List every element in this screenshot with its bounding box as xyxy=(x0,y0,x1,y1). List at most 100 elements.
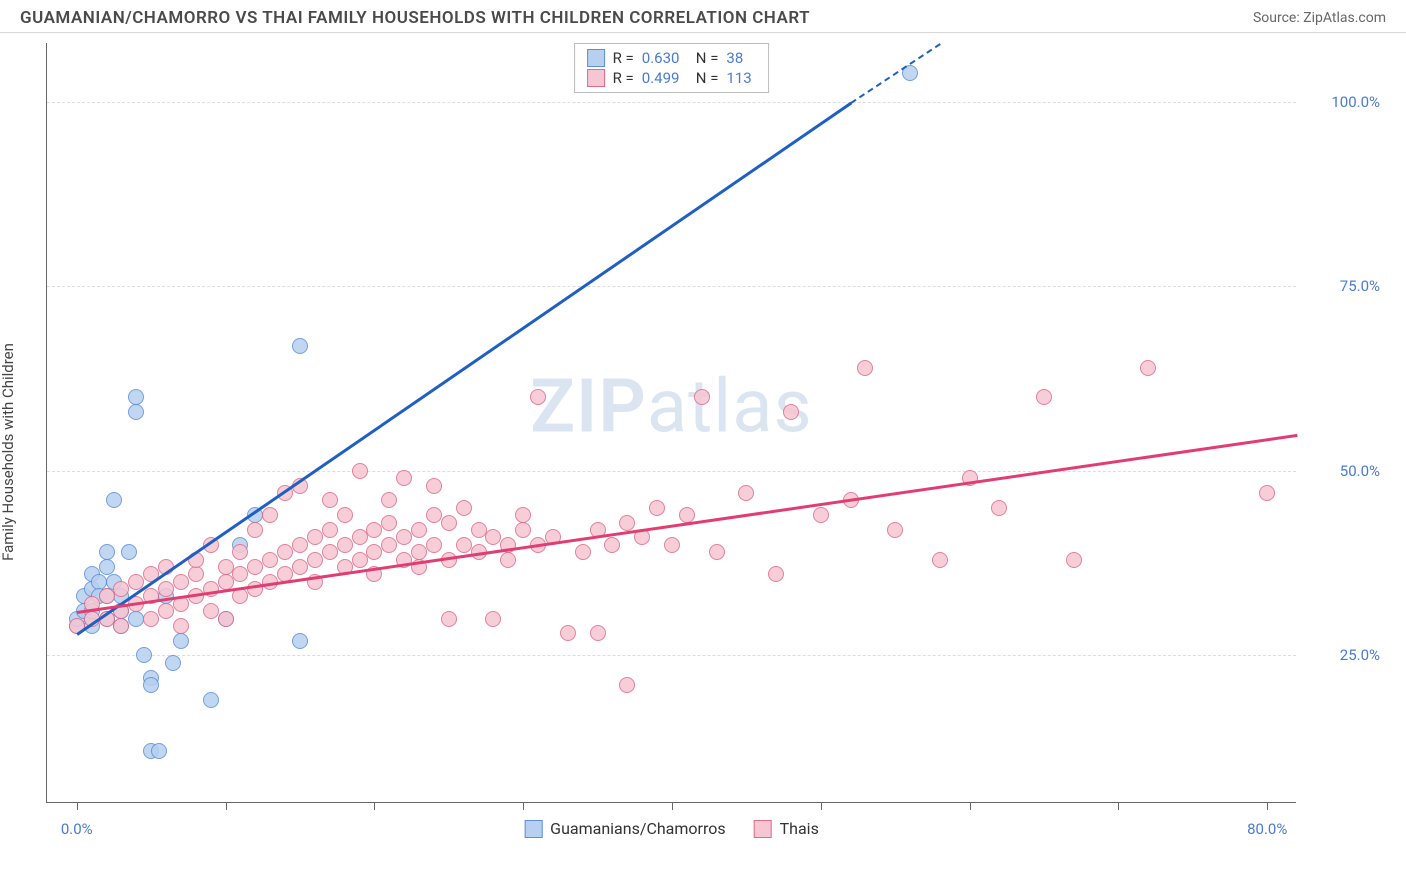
data-point xyxy=(173,574,189,590)
data-point xyxy=(441,515,457,531)
data-point xyxy=(1140,360,1156,376)
data-point xyxy=(619,677,635,693)
data-point xyxy=(173,633,189,649)
x-tick xyxy=(970,802,971,810)
data-point xyxy=(709,544,725,560)
data-point xyxy=(165,655,181,671)
data-point xyxy=(322,544,338,560)
data-point xyxy=(1036,389,1052,405)
data-point xyxy=(694,389,710,405)
data-point xyxy=(352,529,368,545)
data-point xyxy=(485,529,501,545)
watermark-bold: ZIP xyxy=(530,364,647,451)
legend-item: Thais xyxy=(754,819,819,838)
data-point xyxy=(128,389,144,405)
data-point xyxy=(128,404,144,420)
legend-swatch xyxy=(587,49,605,67)
trend-line-extrapolated xyxy=(850,43,940,104)
data-point xyxy=(158,581,174,597)
x-tick xyxy=(672,802,673,810)
data-point xyxy=(307,552,323,568)
data-point xyxy=(143,611,159,627)
data-point xyxy=(485,611,501,627)
data-point xyxy=(381,515,397,531)
y-tick-label: 75.0% xyxy=(1310,277,1380,295)
data-point xyxy=(136,647,152,663)
data-point xyxy=(560,625,576,641)
data-point xyxy=(396,470,412,486)
data-point xyxy=(232,544,248,560)
data-point xyxy=(783,404,799,420)
data-point xyxy=(128,611,144,627)
data-point xyxy=(247,559,263,575)
legend-swatch xyxy=(754,820,772,838)
data-point xyxy=(99,544,115,560)
legend-series-label: Thais xyxy=(780,819,819,838)
data-point xyxy=(218,611,234,627)
data-point xyxy=(232,566,248,582)
data-point xyxy=(381,537,397,553)
chart-title: GUAMANIAN/CHAMORRO VS THAI FAMILY HOUSEH… xyxy=(20,8,810,28)
legend-series-label: Guamanians/Chamorros xyxy=(550,819,725,838)
data-point xyxy=(262,552,278,568)
data-point xyxy=(322,492,338,508)
data-point xyxy=(262,507,278,523)
data-point xyxy=(113,618,129,634)
data-point xyxy=(218,559,234,575)
data-point xyxy=(158,603,174,619)
data-point xyxy=(396,529,412,545)
data-point xyxy=(738,485,754,501)
data-point xyxy=(173,618,189,634)
y-gridline xyxy=(47,286,1296,287)
data-point xyxy=(143,677,159,693)
x-tick xyxy=(77,802,78,810)
data-point xyxy=(121,544,137,560)
data-point xyxy=(99,559,115,575)
legend-item: Guamanians/Chamorros xyxy=(524,819,725,838)
x-tick xyxy=(1118,802,1119,810)
x-tick xyxy=(1267,802,1268,810)
y-gridline xyxy=(47,655,1296,656)
correlation-legend: R =0.630N =38R =0.499N =113 xyxy=(574,43,770,93)
data-point xyxy=(292,537,308,553)
legend-r-value: 0.499 xyxy=(642,69,688,87)
y-gridline xyxy=(47,102,1296,103)
legend-swatch xyxy=(587,69,605,87)
data-point xyxy=(203,692,219,708)
legend-swatch xyxy=(524,820,542,838)
data-point xyxy=(932,552,948,568)
data-point xyxy=(664,537,680,553)
legend-stat-row: R =0.630N =38 xyxy=(587,48,757,68)
data-point xyxy=(218,574,234,590)
data-point xyxy=(887,522,903,538)
data-point xyxy=(366,522,382,538)
series-legend: Guamanians/Chamorros Thais xyxy=(524,819,819,838)
data-point xyxy=(813,507,829,523)
y-tick-label: 25.0% xyxy=(1310,646,1380,664)
legend-n-label: N = xyxy=(696,69,719,87)
data-point xyxy=(604,537,620,553)
data-point xyxy=(292,338,308,354)
x-tick xyxy=(226,802,227,810)
x-tick xyxy=(821,802,822,810)
data-point xyxy=(381,492,397,508)
data-point xyxy=(649,500,665,516)
data-point xyxy=(352,552,368,568)
legend-n-label: N = xyxy=(696,49,719,67)
watermark: ZIPatlas xyxy=(530,364,812,451)
legend-r-label: R = xyxy=(613,49,634,67)
data-point xyxy=(530,389,546,405)
data-point xyxy=(411,544,427,560)
data-point xyxy=(232,588,248,604)
x-tick xyxy=(374,802,375,810)
legend-stat-row: R =0.499N =113 xyxy=(587,68,757,88)
data-point xyxy=(188,566,204,582)
data-point xyxy=(322,522,338,538)
x-tick xyxy=(523,802,524,810)
y-tick-label: 100.0% xyxy=(1310,93,1380,111)
y-axis-label: Family Households with Children xyxy=(0,343,17,561)
data-point xyxy=(456,537,472,553)
source-attribution: Source: ZipAtlas.com xyxy=(1253,10,1386,26)
data-point xyxy=(456,500,472,516)
data-point xyxy=(113,581,129,597)
